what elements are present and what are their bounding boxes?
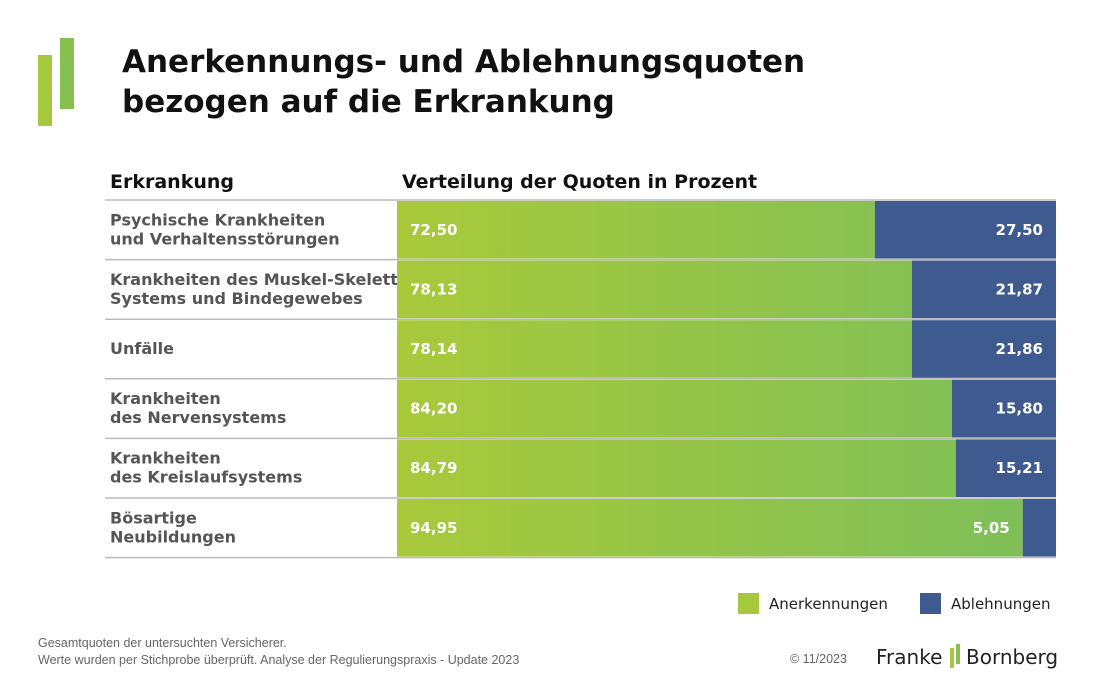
column-header: Verteilung der Quoten in Prozent: [402, 171, 757, 193]
bar-segment: [397, 320, 912, 378]
value-label: 72,50: [410, 220, 457, 238]
category-label: Krankheiten des Nervensystems: [110, 389, 286, 427]
category-label: Bösartige Neubildungen: [110, 508, 236, 546]
brand-bar: [950, 648, 954, 668]
chart-title: Anerkennungs- und Ablehnungsquoten bezoge…: [122, 44, 805, 120]
bar-segment: [1022, 499, 1056, 557]
bar-segment: [397, 260, 912, 319]
logo-bar: [38, 55, 52, 126]
bar-segment: [397, 379, 952, 438]
value-label: 5,05: [973, 518, 1010, 536]
brand-name: Bornberg: [966, 645, 1058, 669]
value-label: 78,14: [410, 340, 457, 358]
footnote: Werte wurden per Stichprobe überprüft. A…: [38, 653, 519, 667]
value-label: 84,20: [410, 399, 457, 417]
logo-bar: [60, 38, 74, 109]
bar-segment: [955, 439, 1056, 497]
value-label: 15,21: [996, 459, 1043, 477]
brand-bar: [956, 644, 960, 664]
legend-swatch: [920, 593, 941, 614]
column-header: Erkrankung: [110, 171, 234, 193]
bar-segment: [397, 201, 875, 259]
legend-label: Anerkennungen: [769, 595, 888, 613]
bar-segment: [911, 260, 1056, 319]
value-label: 15,80: [996, 399, 1043, 417]
category-label: Krankheiten des Kreislaufsystems: [110, 448, 302, 486]
category-label: Krankheiten des Muskel-Skelett-Systems u…: [110, 269, 405, 307]
value-label: 21,86: [996, 340, 1043, 358]
category-label: Psychische Krankheiten und Verhaltensstör…: [110, 210, 340, 248]
value-label: 94,95: [410, 518, 457, 536]
copyright: © 11/2023: [790, 652, 847, 666]
category-label: Unfälle: [110, 339, 174, 358]
bar-segment: [874, 201, 1056, 259]
legend-swatch: [738, 593, 759, 614]
bar-segment: [397, 499, 1023, 557]
bar-segment: [397, 439, 956, 497]
legend-label: Ablehnungen: [951, 595, 1050, 613]
value-label: 27,50: [996, 220, 1043, 238]
value-label: 21,87: [996, 280, 1043, 298]
value-label: 78,13: [410, 280, 457, 298]
footnote: Gesamtquoten der untersuchten Versichere…: [38, 636, 287, 650]
value-label: 84,79: [410, 459, 457, 477]
bar-segment: [911, 320, 1056, 378]
bar-segment: [951, 379, 1056, 438]
brand-name: Franke: [876, 645, 942, 669]
